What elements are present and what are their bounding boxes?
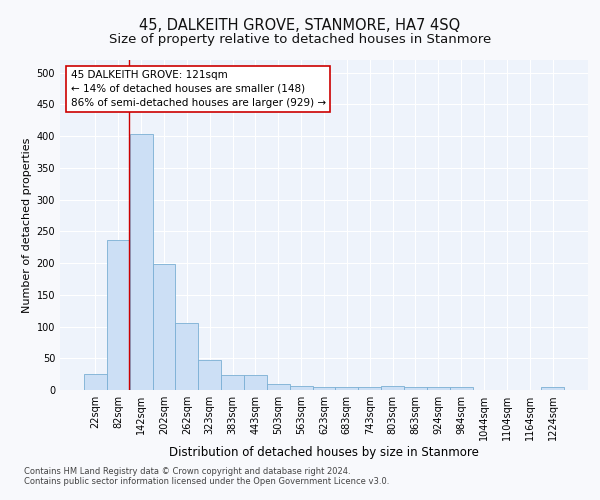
Bar <box>152 264 175 390</box>
Bar <box>244 375 267 390</box>
Bar <box>175 324 198 390</box>
Bar <box>404 387 427 390</box>
Bar <box>290 386 313 390</box>
Bar <box>450 387 473 390</box>
X-axis label: Distribution of detached houses by size in Stanmore: Distribution of detached houses by size … <box>169 446 479 459</box>
Bar <box>107 240 130 390</box>
Text: Contains HM Land Registry data © Crown copyright and database right 2024.: Contains HM Land Registry data © Crown c… <box>24 467 350 476</box>
Bar <box>381 386 404 390</box>
Y-axis label: Number of detached properties: Number of detached properties <box>22 138 32 312</box>
Bar <box>335 387 358 390</box>
Bar <box>84 374 107 390</box>
Bar <box>427 387 450 390</box>
Bar <box>221 375 244 390</box>
Text: 45, DALKEITH GROVE, STANMORE, HA7 4SQ: 45, DALKEITH GROVE, STANMORE, HA7 4SQ <box>139 18 461 32</box>
Bar <box>541 387 564 390</box>
Text: 45 DALKEITH GROVE: 121sqm
← 14% of detached houses are smaller (148)
86% of semi: 45 DALKEITH GROVE: 121sqm ← 14% of detac… <box>71 70 326 108</box>
Bar <box>313 387 335 390</box>
Text: Contains public sector information licensed under the Open Government Licence v3: Contains public sector information licen… <box>24 477 389 486</box>
Bar <box>198 360 221 390</box>
Bar <box>358 387 381 390</box>
Text: Size of property relative to detached houses in Stanmore: Size of property relative to detached ho… <box>109 32 491 46</box>
Bar <box>130 134 152 390</box>
Bar <box>267 384 290 390</box>
